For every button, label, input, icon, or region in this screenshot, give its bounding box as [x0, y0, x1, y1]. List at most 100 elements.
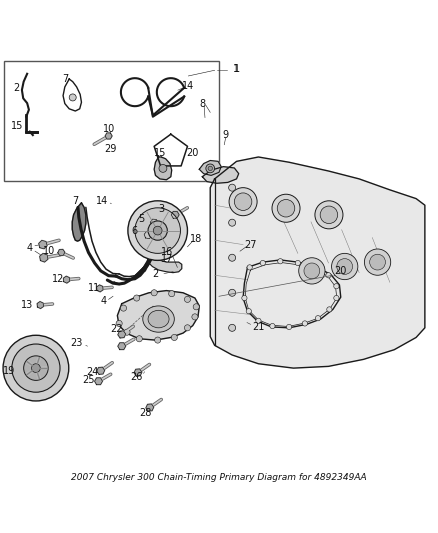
Circle shape	[169, 290, 175, 297]
Text: 10: 10	[43, 246, 55, 256]
Circle shape	[171, 334, 177, 341]
Text: 3: 3	[158, 204, 164, 214]
Circle shape	[193, 304, 199, 310]
Text: 2: 2	[14, 83, 20, 93]
Text: 4: 4	[27, 243, 33, 253]
Polygon shape	[148, 255, 182, 273]
Circle shape	[192, 314, 198, 320]
Polygon shape	[58, 249, 65, 256]
Text: 22: 22	[110, 324, 122, 334]
Ellipse shape	[148, 310, 169, 328]
Polygon shape	[37, 302, 43, 309]
Circle shape	[69, 94, 76, 101]
Text: 19: 19	[3, 366, 15, 376]
Circle shape	[327, 307, 332, 312]
Text: 11: 11	[88, 282, 100, 293]
Polygon shape	[105, 133, 112, 139]
Circle shape	[3, 335, 69, 401]
Polygon shape	[41, 367, 46, 370]
Circle shape	[295, 260, 300, 265]
Circle shape	[206, 164, 215, 173]
Circle shape	[229, 219, 236, 226]
Circle shape	[246, 309, 251, 314]
Circle shape	[370, 254, 385, 270]
Circle shape	[277, 199, 295, 217]
Text: 12: 12	[52, 274, 64, 284]
Polygon shape	[117, 290, 199, 340]
Circle shape	[135, 208, 180, 253]
Text: 1: 1	[233, 64, 240, 75]
Text: 1: 1	[233, 64, 239, 75]
Circle shape	[315, 316, 321, 321]
Text: 14: 14	[182, 81, 194, 91]
Circle shape	[270, 324, 275, 329]
Circle shape	[272, 194, 300, 222]
Text: 15: 15	[11, 122, 24, 131]
Polygon shape	[118, 331, 126, 338]
Circle shape	[334, 284, 339, 289]
Text: 28: 28	[139, 408, 152, 418]
Circle shape	[151, 290, 157, 296]
Polygon shape	[36, 373, 41, 379]
Circle shape	[229, 289, 236, 296]
Circle shape	[184, 296, 191, 302]
Text: 23: 23	[71, 338, 83, 348]
Circle shape	[260, 260, 265, 265]
Polygon shape	[118, 343, 126, 350]
Circle shape	[120, 305, 127, 311]
Circle shape	[32, 364, 40, 373]
Polygon shape	[39, 240, 47, 249]
Ellipse shape	[143, 306, 174, 332]
Polygon shape	[64, 276, 70, 283]
Polygon shape	[134, 369, 142, 376]
Circle shape	[184, 325, 191, 331]
Polygon shape	[202, 167, 239, 183]
Circle shape	[208, 166, 212, 171]
Circle shape	[12, 344, 60, 392]
Circle shape	[116, 320, 122, 327]
Circle shape	[229, 184, 236, 191]
Text: 2007 Chrysler 300 Chain-Timing Primary Diagram for 4892349AA: 2007 Chrysler 300 Chain-Timing Primary D…	[71, 473, 367, 482]
Polygon shape	[154, 157, 172, 180]
Text: 18: 18	[190, 235, 202, 244]
Text: 7: 7	[72, 196, 78, 206]
Polygon shape	[72, 203, 86, 241]
Text: 16: 16	[161, 247, 173, 257]
Circle shape	[278, 259, 283, 264]
Polygon shape	[26, 370, 32, 376]
Circle shape	[337, 259, 353, 274]
Text: 9: 9	[223, 130, 229, 140]
Circle shape	[159, 165, 167, 172]
Circle shape	[24, 356, 48, 381]
Circle shape	[229, 324, 236, 332]
Text: 4: 4	[100, 296, 106, 305]
Polygon shape	[210, 157, 425, 368]
Text: 29: 29	[104, 144, 117, 154]
Circle shape	[229, 188, 257, 216]
Text: 25: 25	[82, 375, 95, 385]
Circle shape	[153, 226, 162, 235]
Text: 27: 27	[244, 240, 257, 249]
Text: 20: 20	[187, 149, 199, 158]
Circle shape	[234, 193, 252, 211]
Text: 26: 26	[131, 372, 143, 382]
Circle shape	[320, 206, 338, 223]
Circle shape	[256, 318, 261, 324]
Circle shape	[124, 329, 130, 335]
Polygon shape	[144, 231, 152, 239]
Text: 6: 6	[132, 227, 138, 237]
Text: 24: 24	[87, 367, 99, 377]
Text: 5: 5	[138, 214, 144, 224]
Circle shape	[302, 321, 307, 326]
Circle shape	[334, 295, 339, 301]
Circle shape	[229, 254, 236, 261]
Polygon shape	[26, 360, 32, 366]
Polygon shape	[146, 404, 154, 411]
Circle shape	[299, 258, 325, 284]
Bar	[4, 61, 219, 181]
Circle shape	[286, 324, 292, 329]
Polygon shape	[97, 285, 103, 292]
Circle shape	[326, 273, 331, 278]
Circle shape	[332, 253, 358, 280]
Polygon shape	[199, 160, 221, 175]
